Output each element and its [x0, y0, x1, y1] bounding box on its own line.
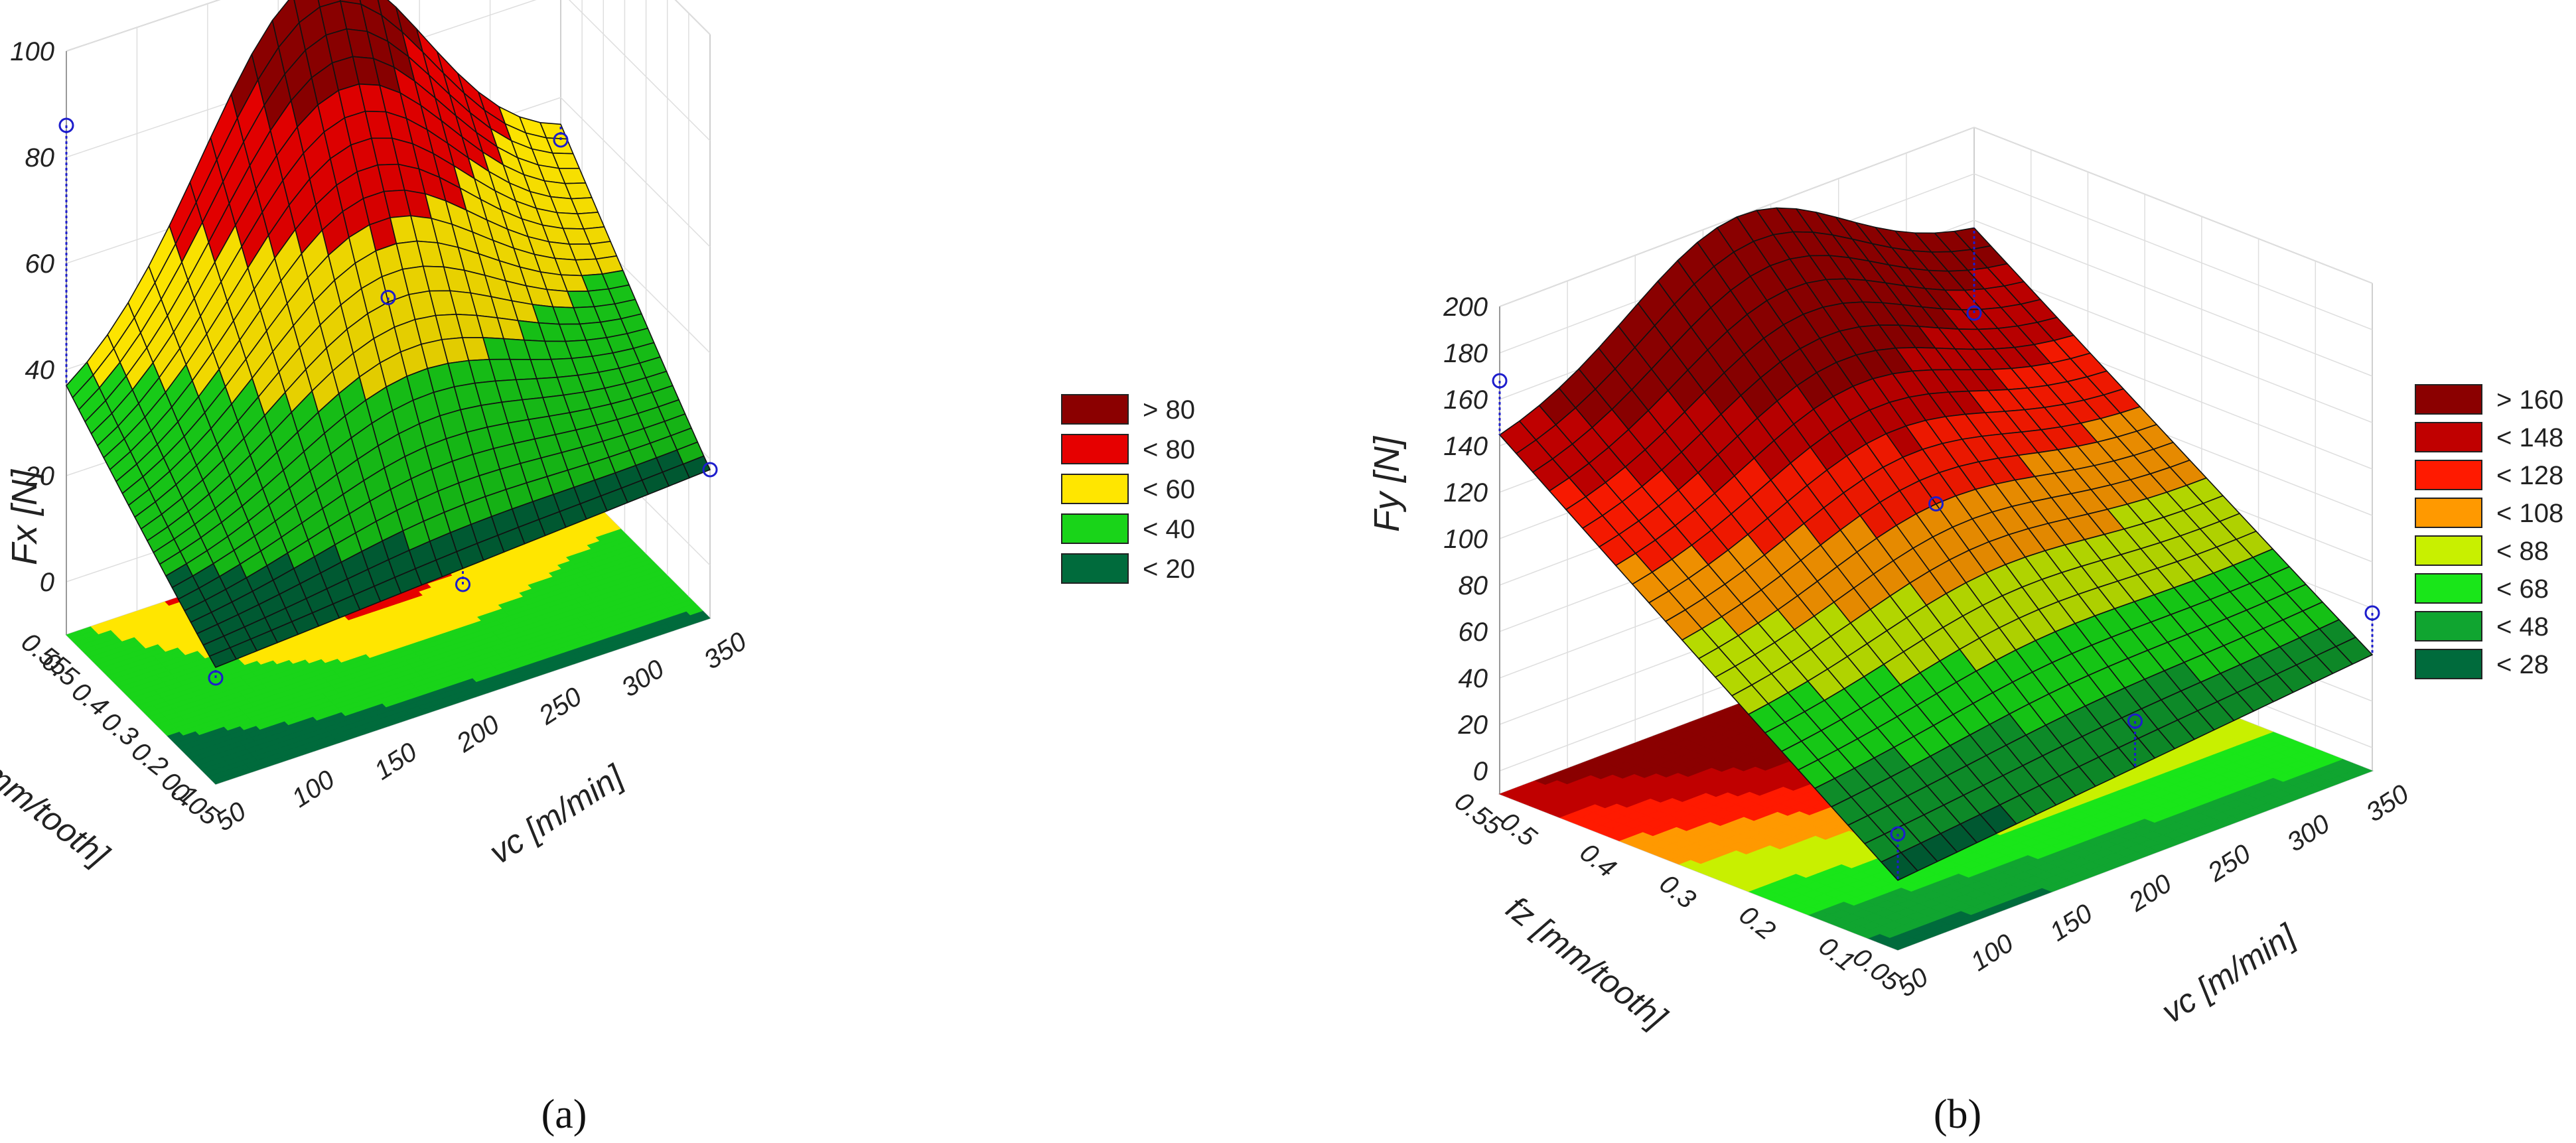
observed-points-a [58, 117, 718, 686]
z-tick-label: 160 [1443, 385, 1488, 415]
y-tick-label: 0.1 [1814, 931, 1861, 977]
legend-label: < 80 [1143, 435, 1195, 464]
legend-label: < 88 [2496, 537, 2549, 566]
x-tick-label: 250 [534, 682, 587, 731]
z-tick-label: 20 [25, 462, 55, 491]
legend-swatch [2415, 649, 2482, 679]
observed-point [2127, 713, 2143, 729]
z-tick-label: 0 [40, 568, 54, 597]
y-axis-title: fz [mm/tooth] [0, 726, 116, 874]
panel-a: 020406080100501001502002503003500.050.10… [0, 0, 1195, 1137]
observed-point [2364, 605, 2380, 621]
legend-label: < 48 [2496, 612, 2549, 641]
x-tick-label: 150 [369, 737, 422, 785]
observed-point [380, 290, 396, 305]
z-ticks-b: 0 20 40 60 80 100 120 140 160 180 200 [1443, 293, 1488, 786]
x-tick-label: 200 [451, 709, 505, 758]
observed-point [702, 462, 718, 478]
z-tick-label: 200 [1443, 293, 1488, 322]
legend-swatch [1061, 474, 1129, 504]
z-ticks-a: 0 20 40 60 80 100 [10, 37, 54, 597]
legend-swatch [2415, 611, 2482, 641]
z-tick-label: 120 [1443, 478, 1488, 507]
y-tick-label: 0.2 [1734, 900, 1781, 946]
legend-label: < 148 [2496, 423, 2563, 452]
observed-point [1966, 305, 1982, 321]
panel-caption: (b) [1934, 1092, 1981, 1137]
observed-point [1492, 373, 1508, 389]
observed-point [553, 132, 569, 148]
response-surface-b [1499, 207, 2373, 881]
x-tick-label: 150 [2044, 898, 2098, 947]
z-tick-label: 140 [1443, 432, 1488, 461]
legend-swatch [1061, 394, 1129, 425]
z-axis-title: Fx [N] [5, 468, 44, 565]
z-tick-label: 60 [25, 249, 55, 279]
legend-label: < 40 [1143, 515, 1195, 544]
z-axis-title: Fy [N] [1367, 435, 1407, 532]
y-tick-label: 0.4 [1575, 838, 1622, 884]
x-tick-label: 100 [287, 765, 340, 813]
response-surface-a [66, 0, 711, 668]
legend-a: > 80 < 80 < 60 < 40 < 20 [1061, 394, 1195, 584]
legend-swatch [1061, 553, 1129, 584]
legend-swatch [1061, 513, 1129, 544]
x-axis-title: vc [m/min] [2155, 917, 2302, 1031]
observed-point [58, 117, 74, 133]
z-tick-label: 40 [1459, 664, 1488, 693]
z-tick-label: 60 [1459, 618, 1488, 647]
x-tick-label: 300 [616, 654, 670, 703]
legend-label: < 68 [2496, 574, 2549, 604]
x-tick-label: 350 [2361, 779, 2414, 827]
legend-swatch [2415, 384, 2482, 415]
legend-swatch [2415, 422, 2482, 452]
observed-point [208, 670, 224, 686]
legend-swatch [1061, 434, 1129, 464]
z-tick-label: 20 [1458, 710, 1488, 740]
y-tick-label: 0.55 [1449, 786, 1508, 841]
legend-label: < 28 [2496, 650, 2549, 679]
z-tick-label: 80 [1459, 571, 1488, 600]
observed-point [1928, 496, 1944, 511]
z-tick-label: 0 [1473, 757, 1488, 786]
x-tick-label: 100 [1966, 928, 2019, 976]
legend-swatch [2415, 498, 2482, 528]
legend-swatch [2415, 535, 2482, 566]
z-tick-label: 100 [1443, 525, 1488, 554]
z-tick-label: 40 [25, 356, 55, 385]
panel-b: 0204060801001201401601802005010015020025… [1367, 127, 2563, 1137]
observed-points-b [1492, 228, 2380, 880]
observed-point [455, 576, 470, 592]
z-tick-label: 80 [25, 143, 55, 172]
legend-label: < 108 [2496, 499, 2563, 528]
panel-caption: (a) [541, 1092, 587, 1137]
legend-label: > 160 [2496, 385, 2563, 415]
legend-swatch [2415, 573, 2482, 604]
x-tick-label: 350 [699, 626, 752, 675]
legend-label: < 60 [1143, 475, 1195, 504]
legend-b: > 160 < 148 < 128 < 108 < 88 < 68 < 48 < 28 [2415, 384, 2563, 679]
x-axis-title: vc [m/min] [482, 758, 630, 872]
x-tick-label: 300 [2282, 809, 2335, 857]
legend-swatch [2415, 460, 2482, 490]
y-tick-label: 0.3 [1654, 869, 1701, 915]
observed-point [1890, 826, 1906, 842]
z-tick-label: 180 [1443, 339, 1488, 368]
legend-label: > 80 [1143, 395, 1195, 425]
x-tick-label: 250 [2202, 839, 2256, 888]
z-tick-label: 100 [10, 37, 54, 66]
legend-label: < 20 [1143, 555, 1195, 584]
legend-label: < 128 [2496, 461, 2563, 490]
y-axis-title: fz [mm/tooth] [1499, 889, 1674, 1037]
x-tick-label: 200 [2123, 868, 2177, 917]
